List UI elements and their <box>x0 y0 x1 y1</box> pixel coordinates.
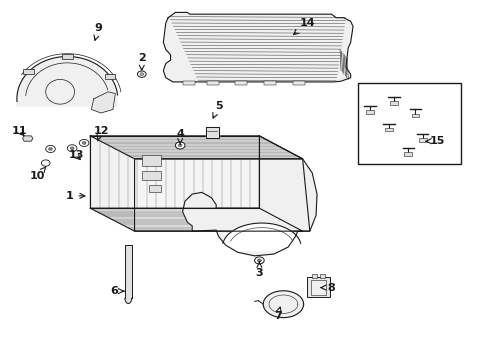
Text: 2: 2 <box>138 53 146 70</box>
Circle shape <box>79 139 89 147</box>
Polygon shape <box>23 136 33 141</box>
Bar <box>320 274 325 278</box>
Text: 7: 7 <box>274 307 282 321</box>
Circle shape <box>178 144 182 147</box>
Bar <box>358 83 461 164</box>
Bar <box>404 153 412 156</box>
Polygon shape <box>90 208 303 231</box>
Circle shape <box>255 257 264 264</box>
Text: 14: 14 <box>294 18 315 35</box>
Polygon shape <box>90 136 259 208</box>
Text: 6: 6 <box>110 286 124 296</box>
Bar <box>142 155 161 166</box>
Bar <box>235 81 247 85</box>
FancyBboxPatch shape <box>23 69 34 74</box>
Bar <box>419 138 426 142</box>
FancyBboxPatch shape <box>307 277 329 297</box>
Bar <box>312 274 317 278</box>
Polygon shape <box>125 298 132 303</box>
Bar <box>293 81 305 85</box>
Polygon shape <box>17 57 117 106</box>
Circle shape <box>67 145 77 152</box>
Text: 13: 13 <box>68 150 84 160</box>
Circle shape <box>140 73 144 76</box>
Bar <box>183 81 195 85</box>
Polygon shape <box>183 136 317 256</box>
Circle shape <box>41 160 50 166</box>
Bar <box>385 128 393 131</box>
Text: 15: 15 <box>426 136 445 146</box>
Circle shape <box>175 142 185 149</box>
FancyBboxPatch shape <box>311 280 326 294</box>
Bar <box>149 185 161 192</box>
Polygon shape <box>263 291 304 318</box>
Text: 10: 10 <box>30 167 46 181</box>
Text: 8: 8 <box>321 283 335 293</box>
Polygon shape <box>135 159 310 231</box>
FancyBboxPatch shape <box>62 54 73 59</box>
Text: 11: 11 <box>12 126 27 136</box>
Bar <box>207 81 219 85</box>
Bar <box>366 110 374 114</box>
Circle shape <box>257 259 261 262</box>
Circle shape <box>49 148 52 150</box>
Bar <box>412 114 419 117</box>
Circle shape <box>137 71 146 77</box>
Text: 9: 9 <box>94 23 102 40</box>
Polygon shape <box>206 127 219 138</box>
Text: 4: 4 <box>176 129 184 145</box>
Polygon shape <box>91 92 115 113</box>
Text: 12: 12 <box>93 126 109 141</box>
Polygon shape <box>163 12 353 82</box>
Text: 1: 1 <box>66 191 85 201</box>
Text: 3: 3 <box>256 262 263 279</box>
Circle shape <box>70 147 74 150</box>
Ellipse shape <box>46 80 74 104</box>
Bar <box>142 171 161 180</box>
Bar <box>390 101 398 105</box>
Circle shape <box>46 145 55 153</box>
Bar <box>125 245 132 298</box>
Bar <box>264 81 276 85</box>
Polygon shape <box>90 136 303 159</box>
Text: 5: 5 <box>213 101 222 118</box>
FancyBboxPatch shape <box>105 74 115 78</box>
Circle shape <box>82 141 86 144</box>
Polygon shape <box>223 223 301 251</box>
